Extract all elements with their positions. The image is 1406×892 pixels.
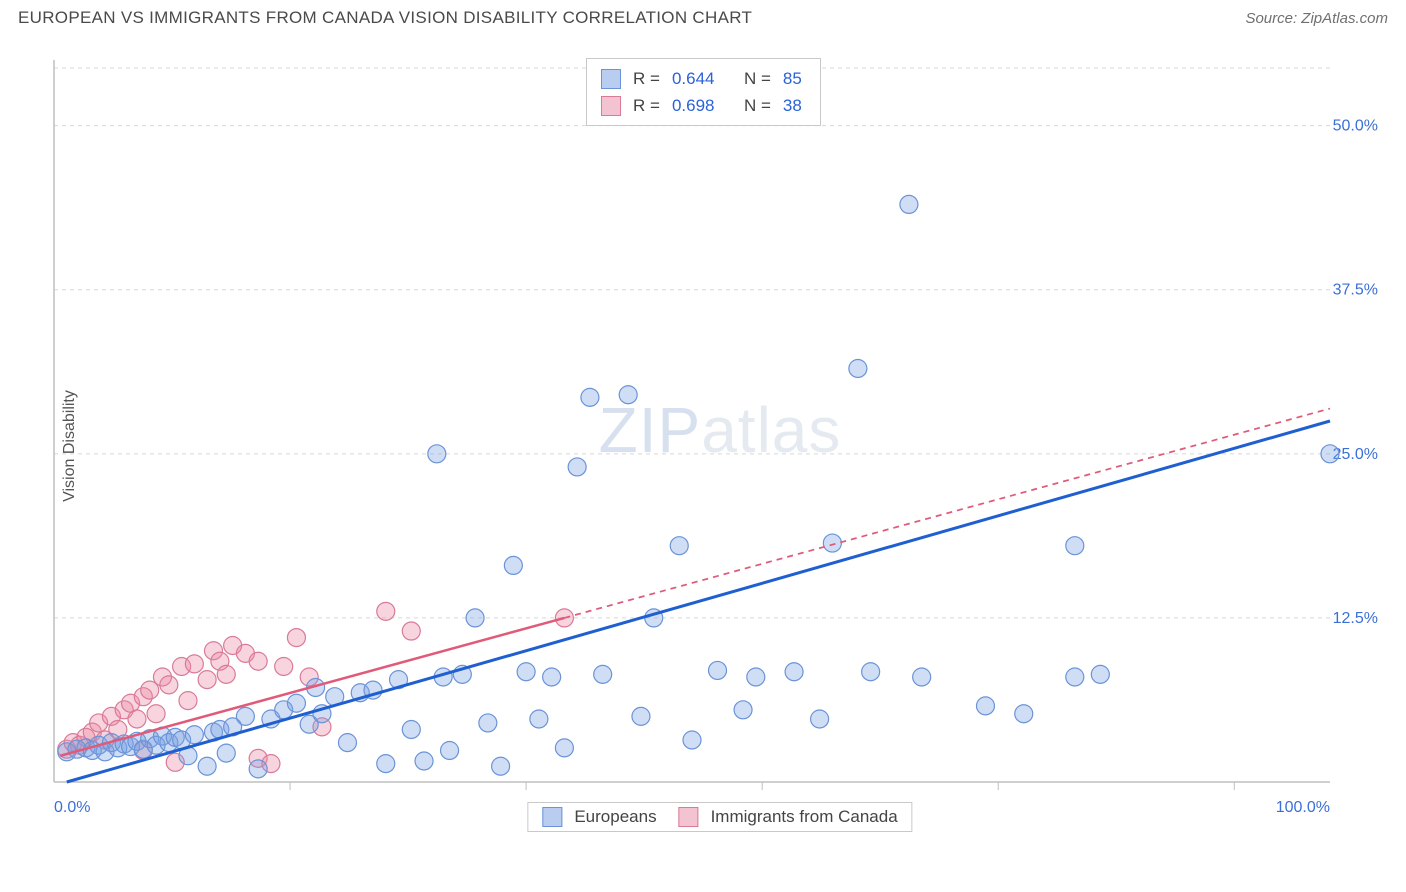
legend-label-immigrants: Immigrants from Canada	[711, 807, 898, 827]
r-label: R =	[633, 65, 660, 92]
svg-text:50.0%: 50.0%	[1333, 118, 1378, 135]
legend-label-europeans: Europeans	[574, 807, 656, 827]
swatch-immigrants	[601, 96, 621, 116]
bottom-legend: Europeans Immigrants from Canada	[527, 802, 912, 832]
legend-item-europeans: Europeans	[542, 807, 656, 827]
svg-text:100.0%: 100.0%	[1276, 799, 1330, 816]
chart-area: Vision Disability 25.0%50.0%12.5%37.5%0.…	[50, 50, 1390, 842]
n-value-europeans: 85	[779, 65, 806, 92]
chart-source: Source: ZipAtlas.com	[1245, 10, 1388, 27]
svg-text:0.0%: 0.0%	[54, 799, 90, 816]
swatch-immigrants	[679, 807, 699, 827]
r-label: R =	[633, 92, 660, 119]
r-value-europeans: 0.644	[668, 65, 719, 92]
chart-header: EUROPEAN VS IMMIGRANTS FROM CANADA VISIO…	[0, 0, 1406, 32]
stats-legend: R = 0.644 N = 85 R = 0.698 N = 38	[586, 58, 821, 126]
swatch-europeans	[601, 69, 621, 89]
swatch-europeans	[542, 807, 562, 827]
chart-title: EUROPEAN VS IMMIGRANTS FROM CANADA VISIO…	[18, 8, 752, 28]
svg-text:37.5%: 37.5%	[1333, 282, 1378, 299]
stats-row-europeans: R = 0.644 N = 85	[601, 65, 806, 92]
n-label: N =	[744, 92, 771, 119]
scatter-plot: 25.0%50.0%12.5%37.5%0.0%100.0%	[50, 50, 1390, 842]
svg-text:12.5%: 12.5%	[1333, 610, 1378, 627]
stats-row-immigrants: R = 0.698 N = 38	[601, 92, 806, 119]
r-value-immigrants: 0.698	[668, 92, 719, 119]
n-label: N =	[744, 65, 771, 92]
n-value-immigrants: 38	[779, 92, 806, 119]
legend-item-immigrants: Immigrants from Canada	[679, 807, 898, 827]
